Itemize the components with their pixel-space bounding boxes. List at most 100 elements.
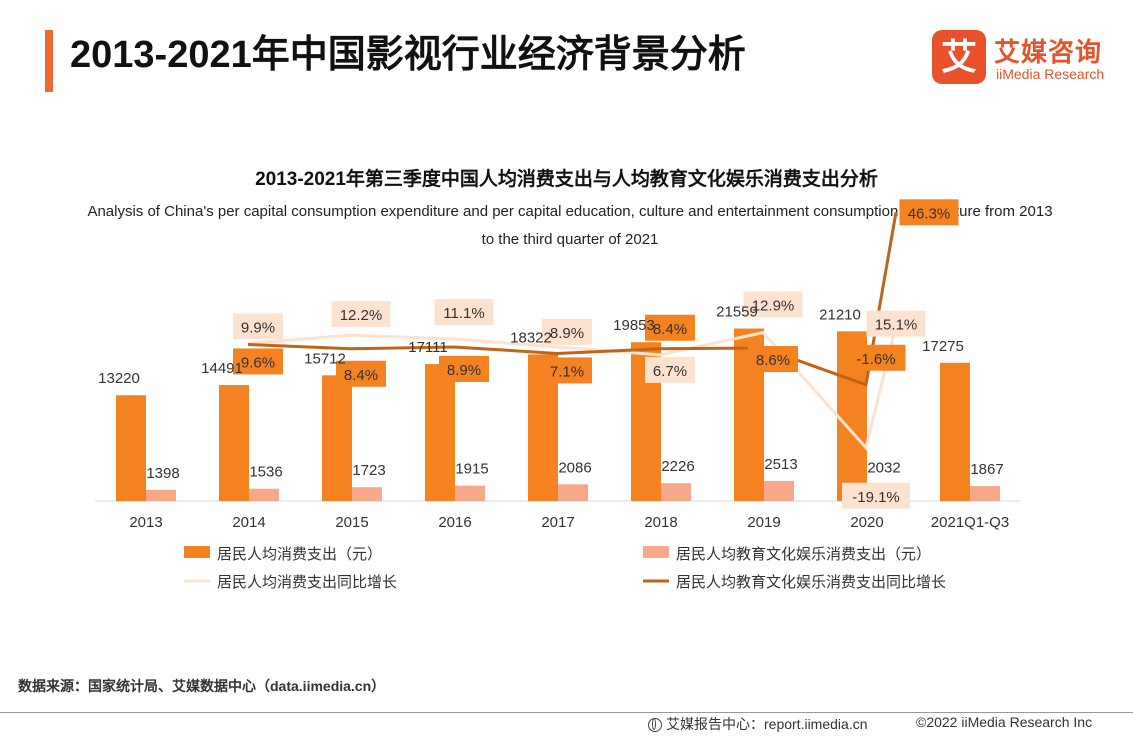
chart-title: 2013-2021年第三季度中国人均消费支出与人均教育文化娱乐消费支出分析 — [255, 169, 878, 190]
label-education-growth-2018-text: 8.4% — [653, 321, 687, 338]
logo-english-name: iiMedia Research — [996, 66, 1105, 82]
label-consumption-growth-2014-text: 9.9% — [241, 319, 275, 336]
legend-education-swatch — [643, 546, 669, 558]
label-education-growth-2020-text: -1.6% — [856, 351, 895, 368]
label-consumption-growth-2017-bg — [542, 318, 592, 345]
label-education-growth-2015: 8.4% — [336, 360, 386, 387]
label-consumption-growth-2018-bg — [645, 356, 695, 383]
bar-education-2021Q1-Q3 — [970, 486, 1000, 501]
bar-consumption-value-2019: 21559 — [716, 304, 758, 321]
label-education-growth-2017: 7.1% — [542, 357, 592, 384]
x-tick-2013: 2013 — [129, 514, 162, 531]
title-accent-bar — [45, 30, 53, 92]
bar-education-value-2014: 1536 — [249, 464, 282, 481]
bar-consumption-value-2016: 17111 — [408, 339, 448, 356]
x-tick-2017: 2017 — [541, 514, 574, 531]
label-consumption-growth-2017-text: 8.9% — [550, 325, 584, 342]
data-source: 数据来源：国家统计局、艾媒数据中心（data.iimedia.cn） — [18, 678, 386, 694]
bar-education-value-2015: 1723 — [352, 462, 385, 479]
label-consumption-growth-2016-bg — [434, 299, 494, 326]
bar-education-2017 — [558, 484, 588, 501]
chart-subtitle: Analysis of China's per capital consumpt… — [87, 203, 1053, 248]
label-consumption-growth-2018: 6.7% — [645, 356, 695, 383]
label-education-growth-2020-bg — [846, 344, 906, 371]
bar-consumption-value-2017: 18322 — [510, 329, 552, 346]
bar-education-2014 — [249, 488, 279, 501]
label-consumption-growth-2021Q1-Q3-bg — [866, 310, 926, 337]
footer-copyright: ©2022 iiMedia Research Inc — [916, 714, 1093, 730]
legend-education-label: 居民人均教育文化娱乐消费支出（元） — [676, 546, 931, 563]
label-consumption-growth-2015-text: 12.2% — [340, 307, 383, 324]
label-consumption-growth-2014: 9.9% — [233, 313, 283, 340]
label-education-growth-2020: -1.6% — [846, 344, 906, 371]
bar-consumption-value-2018: 19853 — [613, 317, 655, 334]
label-education-growth-2019-text: 8.6% — [756, 352, 790, 369]
legend-consumption-growth-label: 居民人均消费支出同比增长 — [217, 574, 397, 591]
bar-consumption-2014 — [219, 385, 249, 501]
logo-chinese-name: 艾媒咨询 — [994, 37, 1103, 67]
bar-education-2019 — [764, 480, 794, 501]
globe-icon — [648, 718, 662, 732]
bar-education-value-2013: 1398 — [146, 465, 179, 482]
bar-education-2013 — [146, 489, 176, 501]
label-education-growth-2015-bg — [336, 360, 386, 387]
bar-consumption-2016 — [425, 364, 455, 501]
bar-education-value-2019: 2513 — [764, 456, 797, 473]
label-consumption-growth-2020: -19.1% — [842, 482, 910, 509]
bar-education-value-2021Q1-Q3: 1867 — [970, 461, 1003, 478]
label-consumption-growth-2015: 12.2% — [331, 301, 391, 328]
label-education-growth-2018: 8.4% — [645, 314, 695, 341]
label-consumption-growth-2021Q1-Q3: 15.1% — [866, 310, 926, 337]
label-consumption-growth-2019: 12.9% — [743, 291, 803, 318]
label-education-growth-2016-bg — [439, 355, 489, 382]
label-education-growth-2014: 9.6% — [233, 348, 283, 375]
label-consumption-growth-2020-text: -19.1% — [852, 489, 900, 506]
label-education-growth-2017-text: 7.1% — [550, 363, 584, 380]
legend-consumption-growth: 居民人均消费支出同比增长 — [184, 574, 397, 591]
legend-education: 居民人均教育文化娱乐消费支出（元） — [643, 546, 931, 563]
legend-consumption: 居民人均消费支出（元） — [184, 546, 382, 563]
bar-education-value-2018: 2226 — [661, 458, 694, 475]
legend-consumption-swatch — [184, 546, 210, 558]
bar-consumption-2021Q1-Q3 — [940, 362, 970, 501]
x-tick-2016: 2016 — [438, 514, 471, 531]
label-consumption-growth-2021Q1-Q3-text: 15.1% — [875, 317, 918, 334]
bar-education-value-2016: 1915 — [455, 461, 488, 478]
x-tick-2015: 2015 — [335, 514, 368, 531]
bar-education-2018 — [661, 483, 691, 501]
label-consumption-growth-2016-text: 11.1% — [443, 305, 484, 322]
label-education-growth-2016: 8.9% — [439, 355, 489, 382]
bar-consumption-value-2015: 15712 — [304, 350, 346, 367]
label-consumption-growth-2020-bg — [842, 482, 910, 509]
x-tick-2014: 2014 — [232, 514, 265, 531]
bar-education-2016 — [455, 485, 485, 501]
x-tick-2018: 2018 — [644, 514, 677, 531]
footer-report-link[interactable]: 艾媒报告中心：report.iimedia.cn — [648, 714, 868, 734]
bar-education-value-2017: 2086 — [558, 459, 591, 476]
label-education-growth-2019-bg — [748, 346, 798, 373]
x-tick-2020: 2020 — [850, 514, 883, 531]
bar-consumption-value-2020: 21210 — [819, 306, 861, 323]
bar-education-value-2020: 2032 — [867, 460, 900, 477]
logo-mark-icon: 艾 — [932, 30, 986, 84]
legend-education-growth-label: 居民人均教育文化娱乐消费支出同比增长 — [676, 574, 946, 591]
label-education-growth-2014-text: 9.6% — [241, 354, 275, 371]
legend-education-growth: 居民人均教育文化娱乐消费支出同比增长 — [643, 574, 946, 591]
footer-report-text: 艾媒报告中心：report.iimedia.cn — [666, 716, 868, 732]
label-consumption-growth-2018-text: 6.7% — [653, 363, 687, 380]
label-consumption-growth-2019-text: 12.9% — [752, 298, 795, 315]
bar-consumption-value-2013: 13220 — [98, 370, 140, 387]
label-consumption-growth-2014-bg — [233, 313, 283, 340]
iimedia-logo: 艾 艾媒咨询 iiMedia Research — [932, 30, 1122, 86]
label-consumption-growth-2019-bg — [743, 291, 803, 318]
label-education-growth-2019: 8.6% — [748, 346, 798, 373]
label-education-growth-2018-bg — [645, 314, 695, 341]
label-consumption-growth-2015-bg — [331, 301, 391, 328]
line-education-growth — [247, 212, 898, 387]
legend-consumption-label: 居民人均消费支出（元） — [217, 546, 382, 563]
label-education-growth-2017-bg — [542, 357, 592, 384]
bar-consumption-value-2014: 14491 — [201, 360, 243, 377]
bar-consumption-2013 — [116, 395, 146, 501]
label-education-growth-2015-text: 8.4% — [344, 367, 378, 384]
